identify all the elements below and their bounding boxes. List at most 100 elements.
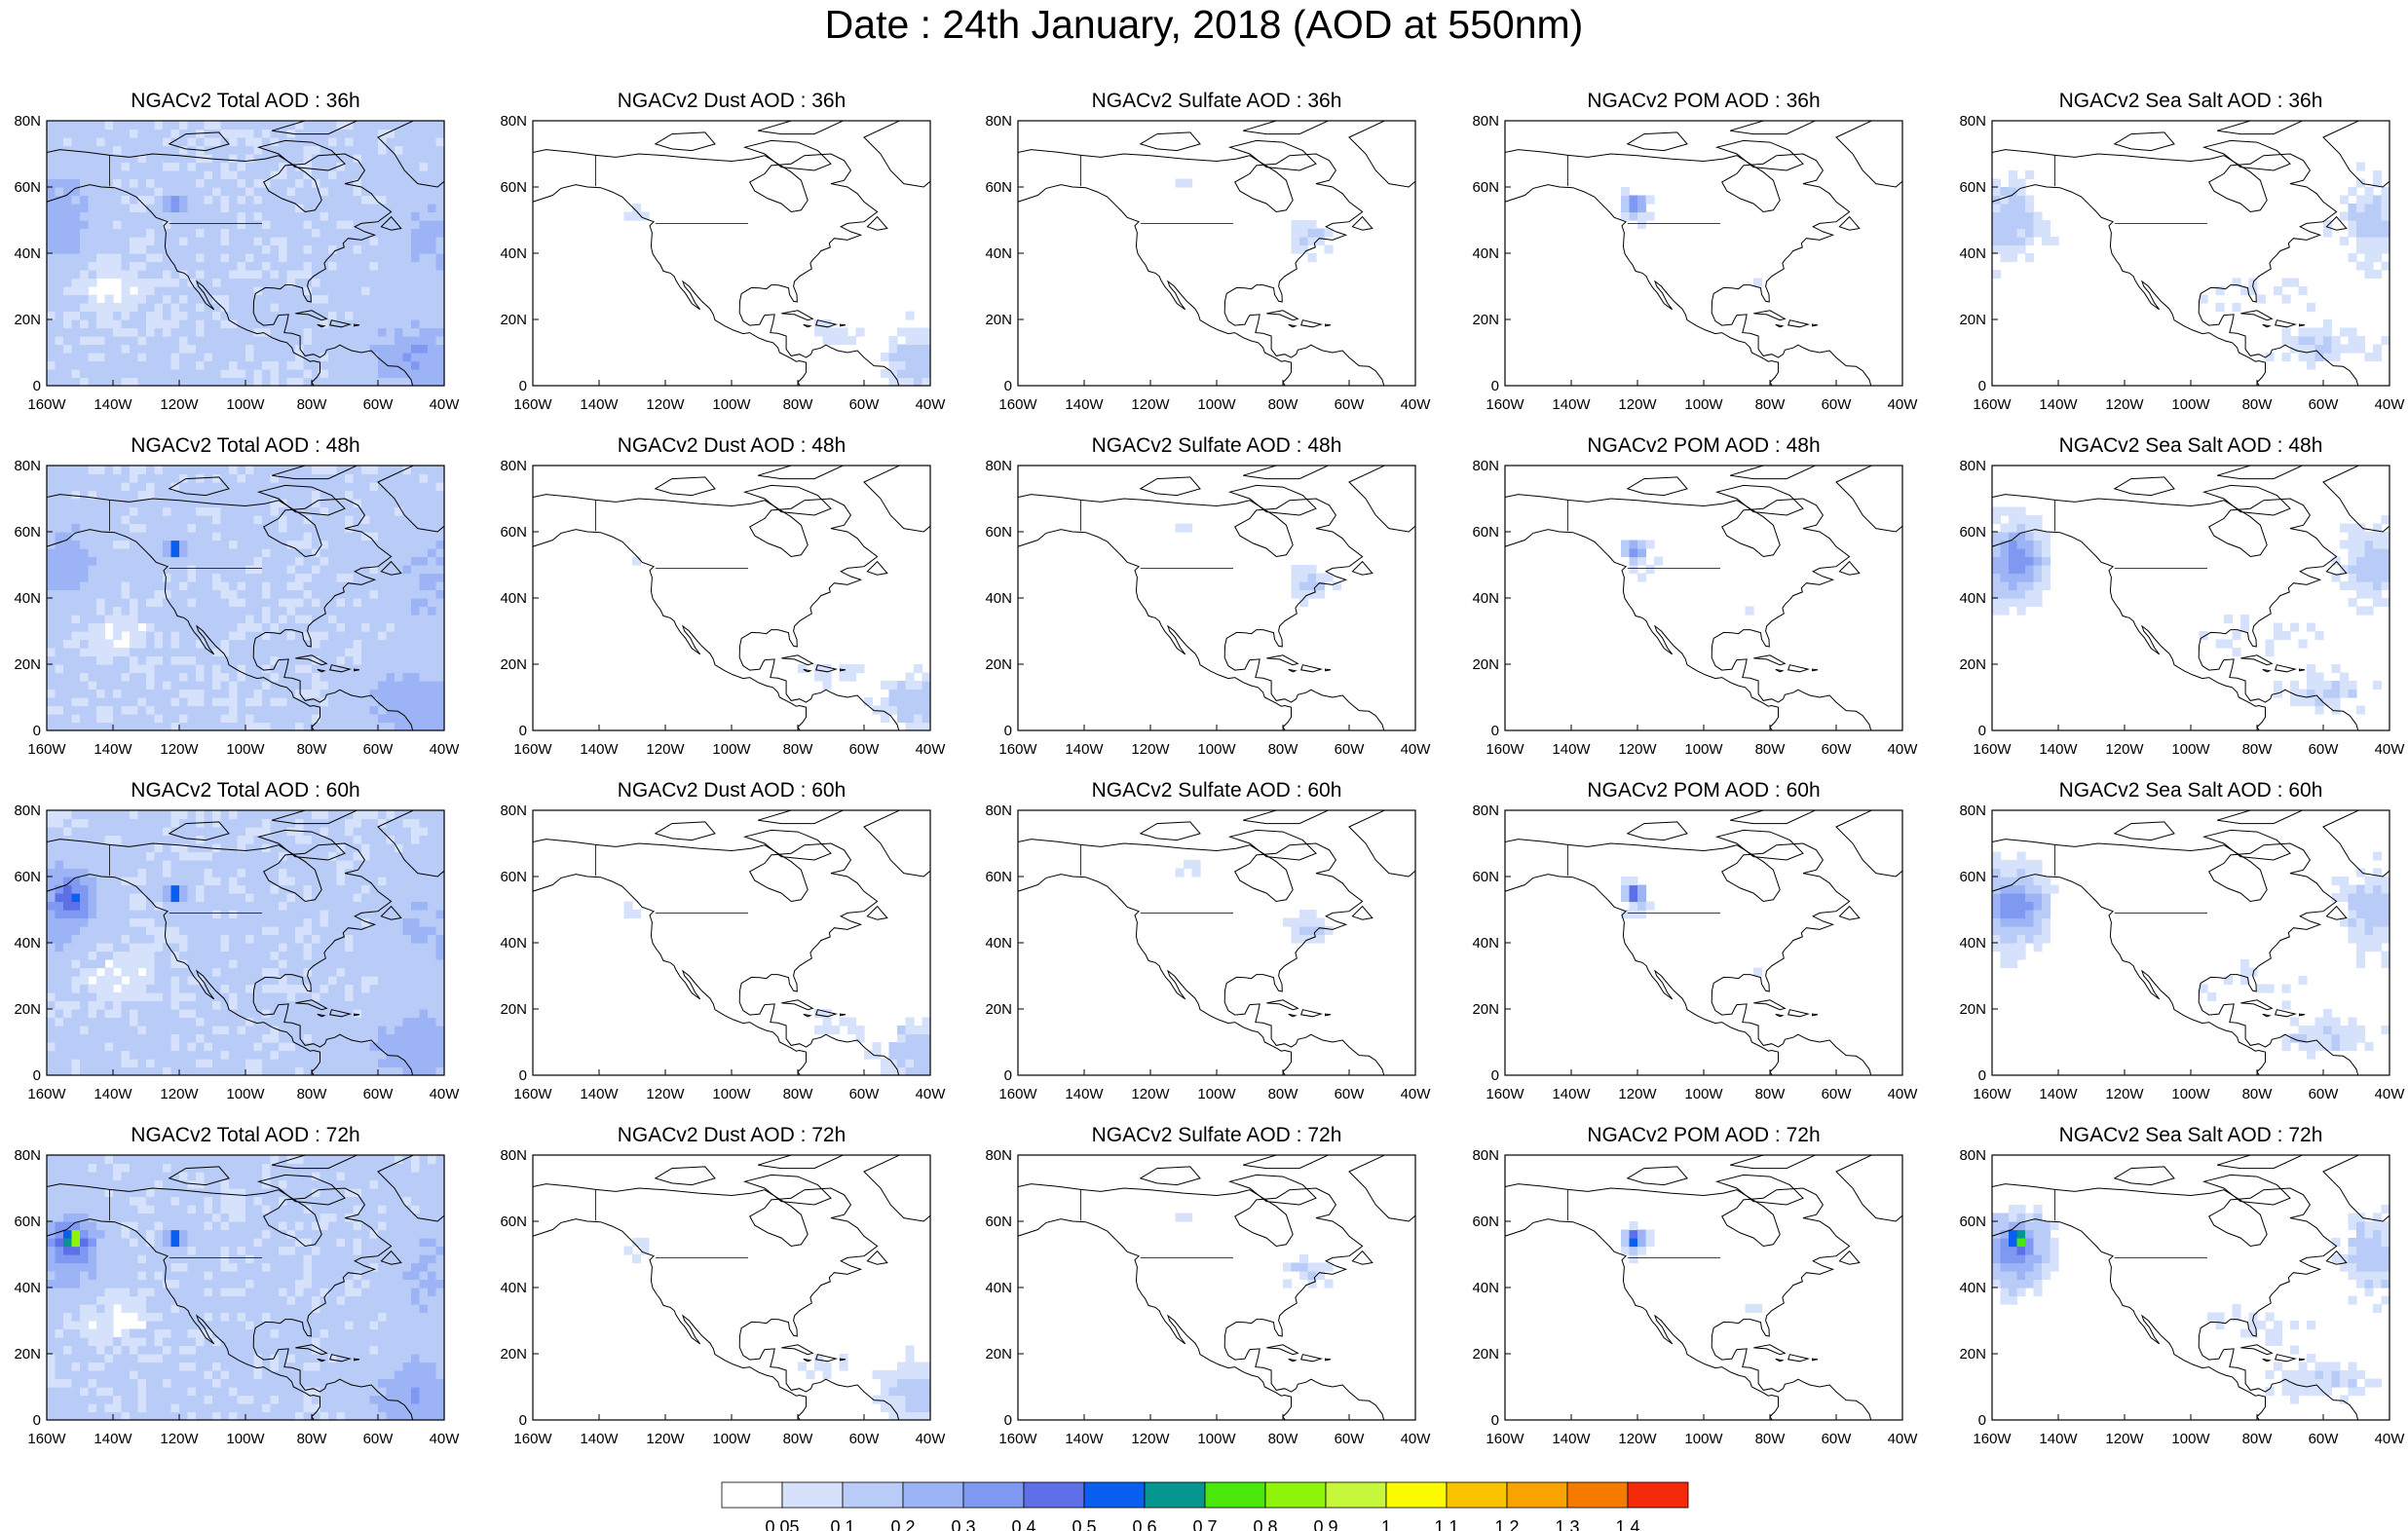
lon-tick-label: 60W (363, 741, 395, 758)
lon-tick-label: 60W (2309, 741, 2340, 758)
lon-tick-label: 160W (27, 1431, 66, 1447)
lat-tick-label: 80N (985, 1147, 1012, 1164)
lon-tick-label: 80W (783, 1086, 814, 1102)
lon-tick-label: 100W (1684, 396, 1723, 413)
lat-tick-label: 80N (985, 113, 1012, 130)
colorbar-label: 1.4 (1615, 1517, 1639, 1531)
lon-tick-label: 160W (998, 1086, 1037, 1102)
lon-tick-label: 120W (1618, 741, 1657, 758)
lat-tick-label: 40N (1959, 245, 1986, 262)
lon-tick-label: 140W (94, 1086, 132, 1102)
lon-tick-label: 60W (1822, 396, 1853, 413)
coastlines (1505, 121, 1902, 386)
colorbar-swatch (1083, 1481, 1146, 1509)
lat-tick-label: 20N (985, 312, 1012, 328)
lat-tick-label: 80N (985, 458, 1012, 474)
lat-tick-label: 80N (1959, 803, 1986, 819)
lat-tick-label: 40N (1959, 590, 1986, 607)
lon-tick-label: 120W (1131, 1086, 1170, 1102)
lat-tick-label: 40N (1472, 935, 1499, 952)
lon-tick-label: 120W (160, 1086, 199, 1102)
aod-field (1992, 506, 2390, 715)
panel-title: NGACv2 Sulfate AOD : 72h (1091, 1124, 1342, 1146)
lat-tick-label: 40N (1472, 1280, 1499, 1296)
lat-tick-label: 0 (33, 1412, 41, 1429)
panel-title: NGACv2 Total AOD : 72h (131, 1124, 360, 1146)
lon-tick-label: 100W (226, 741, 265, 758)
lon-tick-label: 120W (2105, 396, 2144, 413)
lat-tick-label: 20N (1472, 1346, 1499, 1363)
coastlines (1018, 810, 1415, 1075)
aod-map-sulfate-72h: 160W 140W 120W 100W 80W 60W 40W 0 20N 40N 60N 80N (985, 1147, 1431, 1447)
lat-tick-label: 40N (14, 245, 41, 262)
lon-tick-label: 120W (1618, 1431, 1657, 1447)
lon-tick-label: 80W (1268, 1086, 1299, 1102)
aod-field (1621, 1221, 1763, 1314)
lon-tick-label: 60W (2309, 396, 2340, 413)
lat-tick-label: 20N (14, 312, 41, 328)
lon-tick-label: 60W (849, 1086, 881, 1102)
lon-tick-label: 40W (1401, 741, 1432, 758)
lon-tick-label: 100W (1197, 1086, 1236, 1102)
lat-tick-label: 80N (1472, 803, 1499, 819)
lon-tick-label: 160W (1973, 1431, 2012, 1447)
lon-tick-label: 140W (1552, 396, 1591, 413)
panel-title: NGACv2 Sulfate AOD : 48h (1091, 434, 1342, 457)
lat-tick-label: 60N (985, 179, 1012, 196)
colorbar-swatch (1566, 1481, 1629, 1509)
aod-map-sulfate-36h: 160W 140W 120W 100W 80W 60W 40W 0 20N 40N 60N 80N (985, 113, 1431, 413)
lon-tick-label: 40W (430, 1431, 461, 1447)
colorbar-swatch (1627, 1481, 1689, 1509)
lat-tick-label: 40N (1472, 245, 1499, 262)
colorbar-label: 1.2 (1494, 1517, 1519, 1531)
lat-tick-label: 80N (1472, 113, 1499, 130)
map-frame (532, 120, 931, 387)
map-frame (1017, 120, 1416, 387)
lat-tick-label: 0 (1004, 1412, 1012, 1429)
lon-tick-label: 140W (1552, 741, 1591, 758)
aod-map-seasalt-36h: 160W 140W 120W 100W 80W 60W 40W 0 20N 40N 60N 80N (1959, 113, 2405, 413)
aod-map-dust-48h: 160W 140W 120W 100W 80W 60W 40W 0 20N 40N 60N 80N (500, 458, 946, 758)
lon-tick-label: 120W (1618, 396, 1657, 413)
lat-tick-label: 0 (1491, 1412, 1499, 1429)
lat-tick-label: 80N (500, 803, 527, 819)
colorbar-swatch (721, 1481, 783, 1509)
colorbar-label: 0.7 (1192, 1517, 1217, 1531)
lon-tick-label: 140W (580, 396, 619, 413)
lat-tick-label: 80N (14, 803, 41, 819)
map-frame (1017, 809, 1416, 1076)
coastlines (1018, 1155, 1415, 1420)
map-frame (532, 465, 931, 731)
lon-tick-label: 120W (646, 1431, 685, 1447)
coastlines (533, 810, 930, 1075)
colorbar-swatch (1446, 1481, 1508, 1509)
lon-tick-label: 140W (94, 396, 132, 413)
lat-tick-label: 60N (500, 869, 527, 885)
lon-tick-label: 120W (646, 741, 685, 758)
coastlines (1505, 1155, 1902, 1420)
lat-tick-label: 60N (1472, 179, 1499, 196)
lat-tick-label: 60N (1472, 869, 1499, 885)
lat-tick-label: 40N (985, 935, 1012, 952)
aod-field (47, 810, 445, 1076)
aod-field (1175, 523, 1342, 608)
lat-tick-label: 0 (1004, 378, 1012, 394)
lat-tick-label: 0 (1491, 1067, 1499, 1084)
aod-map-dust-72h: 160W 140W 120W 100W 80W 60W 40W 0 20N 40N 60N 80N (500, 1147, 946, 1447)
lat-tick-label: 0 (33, 1067, 41, 1084)
lat-tick-label: 0 (519, 1067, 527, 1084)
lon-tick-label: 120W (1131, 741, 1170, 758)
lon-tick-label: 100W (712, 1086, 751, 1102)
lat-tick-label: 20N (985, 1346, 1012, 1363)
panel-title: NGACv2 POM AOD : 36h (1587, 90, 1821, 112)
lon-tick-label: 80W (783, 741, 814, 758)
lon-tick-label: 100W (1684, 1086, 1723, 1102)
lon-tick-label: 40W (430, 1086, 461, 1102)
lat-tick-label: 80N (500, 1147, 527, 1164)
lat-tick-label: 0 (1004, 1067, 1012, 1084)
lon-tick-label: 160W (27, 1086, 66, 1102)
lat-tick-label: 20N (500, 1001, 527, 1018)
lat-tick-label: 60N (500, 179, 527, 196)
lon-tick-label: 60W (2309, 1086, 2340, 1102)
lon-tick-label: 160W (998, 396, 1037, 413)
